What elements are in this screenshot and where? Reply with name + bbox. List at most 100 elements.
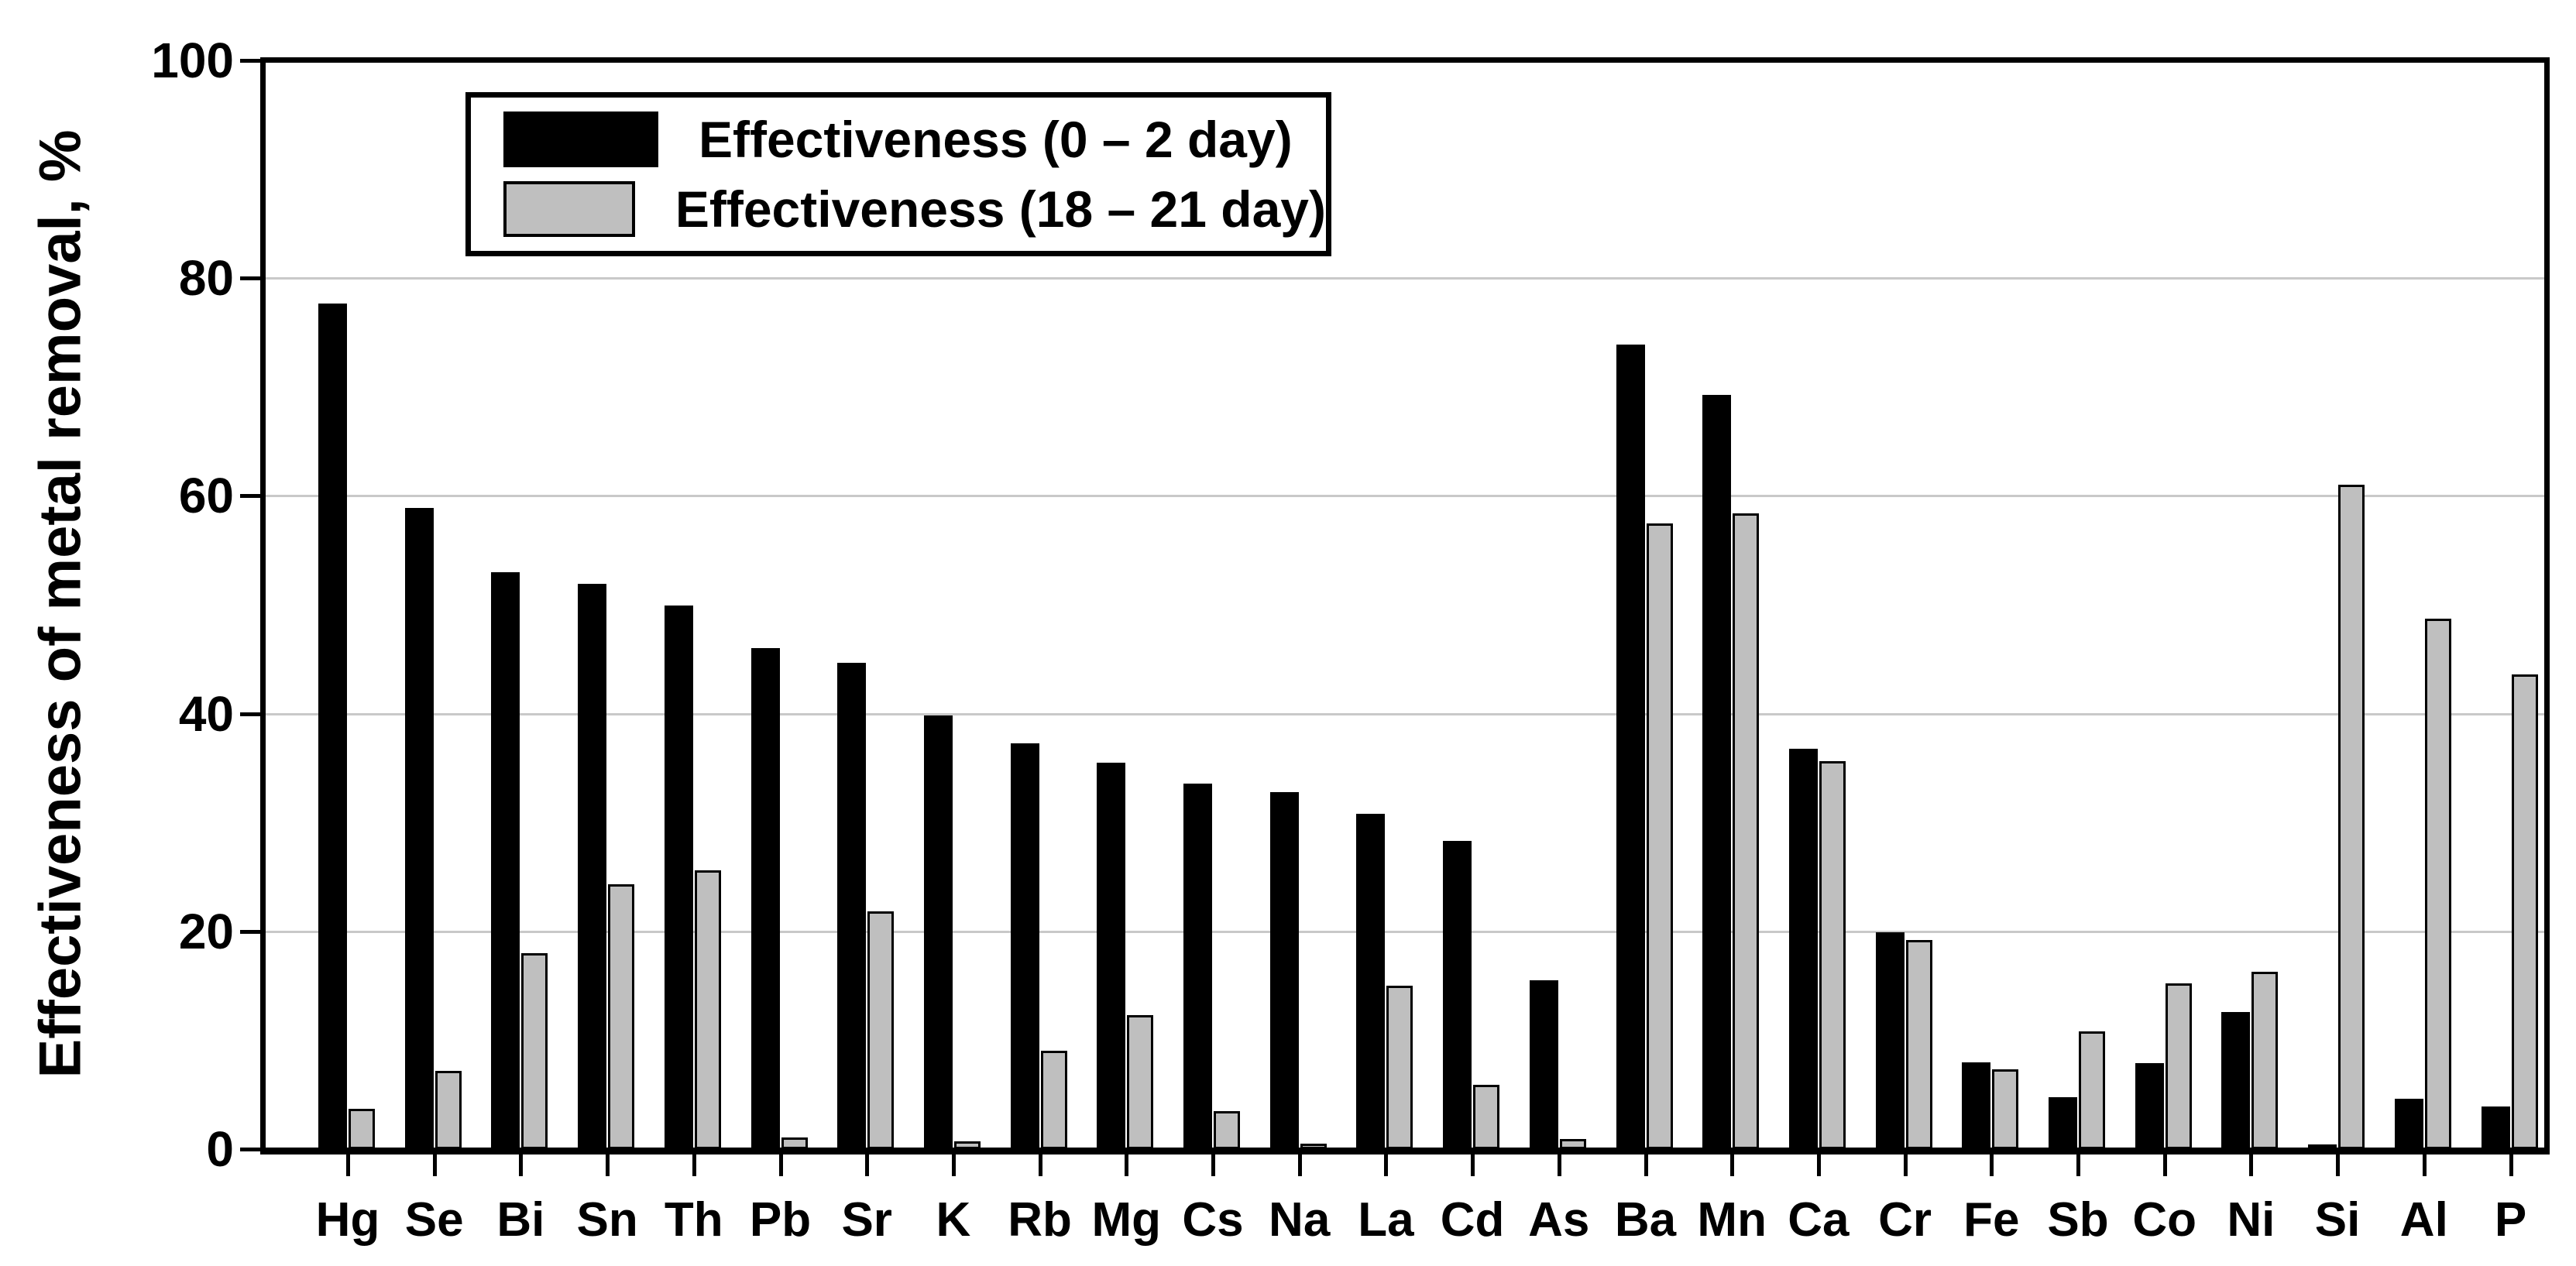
x-tick-mark-As xyxy=(1557,1154,1561,1176)
gridline-80 xyxy=(266,277,2544,280)
x-tick-label-Cr: Cr xyxy=(1878,1193,1932,1247)
x-tick-label-Cd: Cd xyxy=(1440,1193,1505,1247)
bar-Ni-day18-21 xyxy=(2251,971,2279,1149)
y-tick-mark-0 xyxy=(240,1148,260,1151)
legend-swatch-1 xyxy=(503,181,635,237)
bar-Mg-day18-21 xyxy=(1127,1015,1154,1149)
bar-Pb-day0-2 xyxy=(750,648,780,1149)
x-tick-label-Sr: Sr xyxy=(841,1193,892,1247)
y-tick-mark-60 xyxy=(240,494,260,499)
bar-Rb-day0-2 xyxy=(1010,743,1039,1149)
bar-Th-day0-2 xyxy=(664,606,693,1149)
x-tick-label-Sn: Sn xyxy=(576,1193,638,1247)
x-tick-mark-Na xyxy=(1297,1154,1302,1176)
x-tick-mark-Co xyxy=(2162,1154,2167,1176)
x-tick-mark-Cs xyxy=(1211,1154,1215,1176)
y-tick-label-60: 60 xyxy=(178,468,234,524)
x-tick-mark-Rb xyxy=(1038,1154,1042,1176)
x-tick-mark-Al xyxy=(2422,1154,2427,1176)
gridline-20 xyxy=(266,930,2544,933)
legend-label-1: Effectiveness (18 – 21 day) xyxy=(675,180,1326,238)
bar-Mg-day0-2 xyxy=(1097,762,1126,1149)
x-tick-mark-Cd xyxy=(1471,1154,1475,1176)
bar-Mn-day0-2 xyxy=(1702,394,1732,1149)
x-tick-label-Mn: Mn xyxy=(1697,1193,1767,1247)
y-tick-label-100: 100 xyxy=(151,33,234,88)
bar-Sn-day0-2 xyxy=(578,584,607,1149)
x-tick-label-Si: Si xyxy=(2314,1193,2361,1247)
bar-P-day0-2 xyxy=(2481,1106,2510,1149)
bar-Cs-day18-21 xyxy=(1214,1110,1240,1149)
x-tick-mark-Sb xyxy=(2076,1154,2080,1176)
y-axis-line xyxy=(260,57,266,1154)
x-tick-mark-Fe xyxy=(1990,1154,1994,1176)
plot-border-right xyxy=(2544,57,2550,1154)
x-tick-label-Co: Co xyxy=(2132,1193,2197,1247)
x-tick-mark-Mg xyxy=(1125,1154,1129,1176)
bar-Fe-day18-21 xyxy=(1992,1069,2019,1149)
bar-Na-day0-2 xyxy=(1269,791,1299,1149)
bar-Cd-day18-21 xyxy=(1473,1085,1500,1149)
x-tick-label-Na: Na xyxy=(1269,1193,1331,1247)
x-tick-mark-Ba xyxy=(1643,1154,1648,1176)
bar-Se-day0-2 xyxy=(404,507,434,1149)
bar-Cs-day0-2 xyxy=(1183,783,1212,1149)
bar-Ba-day18-21 xyxy=(1646,523,1673,1149)
x-tick-mark-Ca xyxy=(1816,1154,1821,1176)
y-tick-label-80: 80 xyxy=(178,250,234,307)
x-tick-label-Pb: Pb xyxy=(749,1193,812,1247)
gridline-40 xyxy=(266,712,2544,715)
bar-Al-day0-2 xyxy=(2394,1099,2423,1149)
bar-Rb-day18-21 xyxy=(1040,1051,1067,1149)
x-tick-label-La: La xyxy=(1358,1193,1414,1247)
x-tick-mark-Hg xyxy=(346,1154,350,1176)
legend-swatch-0 xyxy=(503,112,658,167)
x-tick-mark-Th xyxy=(692,1154,696,1176)
bar-Ba-day0-2 xyxy=(1616,344,1645,1149)
bar-La-day0-2 xyxy=(1356,813,1386,1149)
bar-La-day18-21 xyxy=(1386,986,1413,1149)
bar-Th-day18-21 xyxy=(694,870,721,1149)
x-tick-mark-K xyxy=(951,1154,956,1176)
x-tick-label-Mg: Mg xyxy=(1091,1193,1162,1247)
x-tick-label-Fe: Fe xyxy=(1963,1193,2020,1247)
y-tick-mark-80 xyxy=(240,276,260,281)
bar-Ni-day0-2 xyxy=(2221,1011,2251,1149)
bar-Sb-day0-2 xyxy=(2049,1096,2077,1149)
bar-Sb-day18-21 xyxy=(2079,1031,2105,1149)
x-tick-label-K: K xyxy=(936,1193,971,1247)
bar-Bi-day18-21 xyxy=(521,952,548,1149)
x-tick-mark-Si xyxy=(2336,1154,2341,1176)
legend-label-0: Effectiveness (0 – 2 day) xyxy=(699,111,1293,168)
bar-Sr-day18-21 xyxy=(867,911,895,1149)
bar-Sn-day18-21 xyxy=(608,884,635,1149)
bar-P-day18-21 xyxy=(2511,674,2538,1149)
x-tick-mark-Cr xyxy=(1903,1154,1908,1176)
x-tick-mark-Se xyxy=(432,1154,437,1176)
y-tick-label-40: 40 xyxy=(178,685,234,742)
bar-Se-day18-21 xyxy=(434,1070,462,1149)
bar-Si-day18-21 xyxy=(2338,485,2365,1149)
plot-border-top xyxy=(260,57,2550,63)
bar-Bi-day0-2 xyxy=(491,571,520,1149)
x-tick-mark-Mn xyxy=(1730,1154,1735,1176)
gridline-60 xyxy=(266,495,2544,498)
x-tick-label-Se: Se xyxy=(404,1193,464,1247)
legend-box: Effectiveness (0 – 2 day) Effectiveness (… xyxy=(465,92,1331,256)
y-tick-mark-100 xyxy=(240,59,260,63)
legend-item-1: Effectiveness (18 – 21 day) xyxy=(503,180,1326,238)
y-tick-mark-20 xyxy=(240,929,260,934)
x-tick-mark-Bi xyxy=(519,1154,524,1176)
x-axis-line xyxy=(260,1148,2550,1154)
bar-K-day0-2 xyxy=(923,715,953,1149)
bar-Fe-day0-2 xyxy=(1962,1062,1991,1149)
x-tick-label-As: As xyxy=(1528,1193,1590,1247)
x-tick-mark-Sr xyxy=(865,1154,870,1176)
x-tick-label-Ba: Ba xyxy=(1614,1193,1677,1247)
bar-Ca-day18-21 xyxy=(1819,761,1846,1149)
bar-Mn-day18-21 xyxy=(1733,513,1760,1149)
x-tick-label-Bi: Bi xyxy=(496,1193,545,1247)
x-tick-label-Th: Th xyxy=(664,1193,723,1247)
x-tick-label-Ca: Ca xyxy=(1788,1193,1850,1247)
